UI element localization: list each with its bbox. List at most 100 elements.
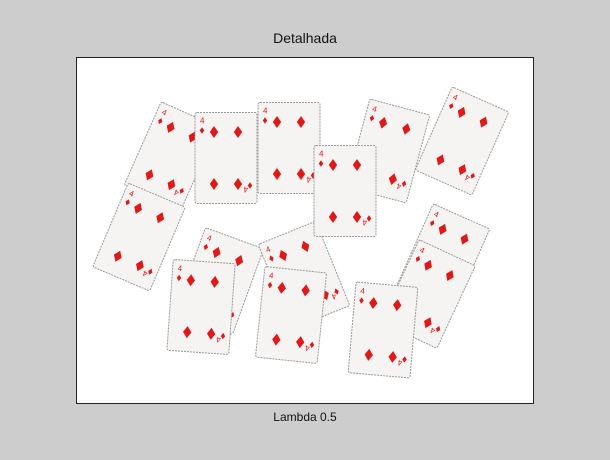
playing-card: 44 [124, 101, 218, 211]
diamond-icon [134, 202, 142, 214]
card-face [255, 266, 327, 364]
diamond-icon [179, 187, 184, 194]
diamond-icon [203, 243, 208, 250]
card-rank-label: 4 [463, 172, 471, 182]
diamond-icon [301, 284, 310, 297]
figure-xlabel: Lambda 0.5 [273, 410, 337, 424]
diamond-icon [188, 131, 197, 143]
diamond-icon [148, 268, 153, 275]
playing-card: 44 [255, 266, 327, 364]
card-face [415, 86, 509, 196]
diamond-icon [436, 154, 445, 166]
card-rank-label: 4 [371, 104, 378, 114]
diamond-icon [272, 333, 281, 346]
diamond-icon [369, 115, 375, 122]
diamond-icon [438, 223, 447, 235]
diamond-icon [470, 172, 475, 179]
card-rank-label: 4 [215, 335, 221, 344]
diamond-icon [158, 118, 163, 125]
card-rank-label: 4 [141, 268, 149, 278]
diamond-icon [449, 103, 454, 110]
diamond-icon [328, 211, 338, 223]
diamond-icon [183, 326, 192, 339]
diamond-icon [393, 299, 402, 312]
diamond-icon [328, 159, 338, 171]
card-rank-label: 4 [206, 233, 214, 243]
diamond-icon [166, 121, 175, 133]
diamond-icon [309, 341, 315, 349]
playing-card: 44 [347, 281, 419, 379]
diamond-icon [388, 173, 397, 186]
diamond-icon [186, 274, 196, 287]
card-rank-label: 4 [160, 108, 168, 118]
diamond-icon [402, 123, 411, 135]
diamond-icon [212, 246, 221, 259]
playing-card: 44 [415, 86, 509, 196]
card-rank-label: 4 [269, 271, 275, 280]
diamond-icon [366, 215, 372, 222]
diamond-icon [296, 168, 306, 180]
diamond-icon [296, 336, 305, 349]
diamond-icon [424, 317, 432, 329]
card-rank-label: 4 [432, 210, 440, 220]
card-rank-label: 4 [172, 187, 180, 197]
playing-card: 44 [194, 112, 258, 204]
card-face [347, 281, 419, 379]
diamond-icon [235, 255, 244, 267]
diamond-icon [272, 168, 282, 180]
diamond-icon [167, 179, 176, 191]
diamond-icon [145, 169, 154, 181]
card-rank-label: 4 [306, 175, 311, 184]
card-rank-label: 4 [418, 245, 426, 255]
diamond-icon [206, 327, 216, 340]
card-rank-label: 4 [264, 244, 272, 254]
diamond-icon [460, 233, 469, 245]
diamond-icon [136, 260, 144, 272]
diamond-icon [156, 212, 165, 224]
diamond-icon [318, 160, 324, 167]
diamond-icon [301, 240, 310, 252]
diamond-icon [457, 106, 466, 118]
diamond-icon [458, 164, 467, 176]
diamond-icon [379, 116, 388, 129]
diamond-icon [279, 249, 288, 261]
card-rank-label: 4 [360, 286, 366, 295]
diamond-icon [267, 281, 273, 289]
diamond-icon [176, 274, 182, 282]
figure-title: Detalhada [273, 30, 337, 46]
diamond-icon [388, 350, 397, 363]
card-rank-label: 4 [397, 358, 403, 367]
playing-card: 44 [166, 259, 236, 355]
image-axes: 4444444444444444444444444444 [76, 57, 534, 404]
card-face [313, 145, 377, 237]
playing-card: 44 [257, 102, 321, 194]
card-rank-label: 4 [128, 189, 136, 199]
card-rank-label: 4 [428, 325, 436, 335]
diamond-icon [415, 256, 420, 262]
diamond-icon [272, 116, 282, 128]
diamond-icon [247, 182, 253, 189]
card-rank-label: 4 [395, 181, 402, 191]
diamond-icon [479, 116, 488, 128]
card-rank-label: 4 [263, 107, 268, 116]
card-rank-label: 4 [243, 185, 248, 194]
card-rank-label: 4 [200, 117, 205, 126]
card-rank-label: 4 [451, 93, 459, 103]
diamond-icon [220, 332, 226, 340]
card-rank-label: 4 [304, 343, 310, 352]
diamond-icon [113, 250, 122, 262]
diamond-icon [352, 159, 362, 171]
playing-card: 44 [92, 183, 186, 291]
diamond-icon [424, 259, 432, 271]
diamond-icon [125, 199, 130, 206]
card-face [166, 259, 236, 355]
card-face [92, 183, 186, 291]
card-rank-label: 4 [362, 218, 367, 227]
diamond-icon [401, 180, 407, 187]
diamond-icon [446, 270, 454, 281]
playing-card: 44 [313, 145, 377, 237]
diamond-icon [296, 116, 306, 128]
diamond-icon [359, 297, 364, 304]
diamond-icon [352, 211, 362, 223]
diamond-icon [402, 356, 407, 363]
